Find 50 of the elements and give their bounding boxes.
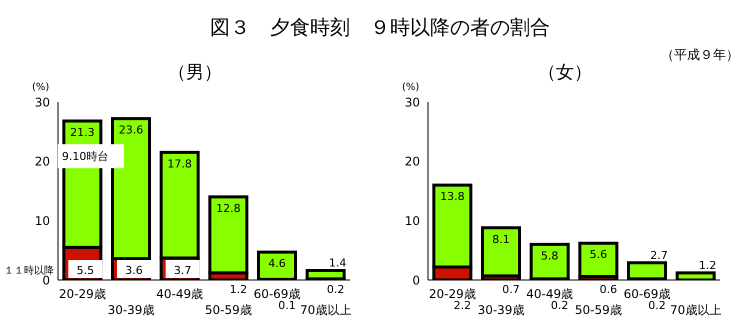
y-tick-label: 20 [404, 154, 420, 169]
x-tick-label: 60-69歳 [254, 287, 300, 301]
text: （平成９年） [661, 47, 739, 64]
data-label: 0.2 [648, 299, 666, 312]
data-label: 3.6 [125, 264, 143, 277]
chart-title: （女） [538, 62, 592, 83]
y-tick-label: 20 [34, 154, 50, 169]
series-label: 9.10時台 [62, 150, 108, 164]
y-tick-label: 30 [34, 95, 50, 110]
x-tick-label: 50-59歳 [204, 303, 252, 317]
data-label: 21.3 [70, 126, 95, 139]
x-tick-label: 20-29歳 [58, 287, 106, 301]
y-tick-label: 10 [404, 214, 420, 228]
y-axis-title: (%) [32, 82, 50, 93]
data-label: 0.2 [550, 299, 568, 312]
x-tick-label: 40-49歳 [156, 287, 204, 301]
data-label: 0.6 [600, 283, 618, 296]
x-tick-label: 30-39歳 [478, 303, 524, 317]
chart-title: （男） [168, 62, 222, 83]
x-tick-label: 20-29歳 [428, 287, 476, 301]
data-label: 8.1 [492, 232, 510, 246]
data-label: 0.7 [502, 283, 520, 296]
data-label: 4.6 [268, 257, 286, 270]
data-label: 5.5 [76, 264, 94, 277]
y-tick-label: 30 [404, 95, 420, 110]
x-tick-label: 70歳以上 [670, 303, 722, 317]
x-tick-label: 60-69歳 [624, 287, 670, 301]
x-tick-label: 70歳以上 [300, 303, 352, 317]
data-label: 1.4 [328, 256, 346, 270]
x-tick-label: 40-49歳 [526, 287, 574, 301]
data-label: 0.1 [278, 299, 296, 312]
data-label: 12.8 [216, 202, 241, 215]
data-label: 17.8 [167, 157, 192, 170]
data-label: 1.2 [230, 283, 248, 296]
data-label: 5.6 [590, 248, 608, 262]
data-label: 1.2 [698, 258, 716, 272]
data-label: 13.8 [440, 190, 465, 204]
caption: 図３ 夕食時刻 ９時以降の者の割合 [210, 14, 550, 41]
data-label: 2.7 [650, 248, 668, 262]
series-label: １１時以降 [4, 264, 54, 277]
data-label: 0.2 [326, 283, 344, 296]
y-tick-label: 0 [412, 273, 420, 288]
data-label: 23.6 [118, 124, 144, 137]
data-label: 2.2 [454, 299, 472, 312]
y-axis-title: (%) [402, 82, 420, 93]
x-tick-label: 30-39歳 [108, 303, 154, 317]
x-tick-label: 50-59歳 [574, 303, 622, 317]
data-label: 3.7 [174, 264, 192, 277]
data-label: 5.8 [540, 249, 558, 262]
y-tick-label: 10 [34, 214, 50, 228]
